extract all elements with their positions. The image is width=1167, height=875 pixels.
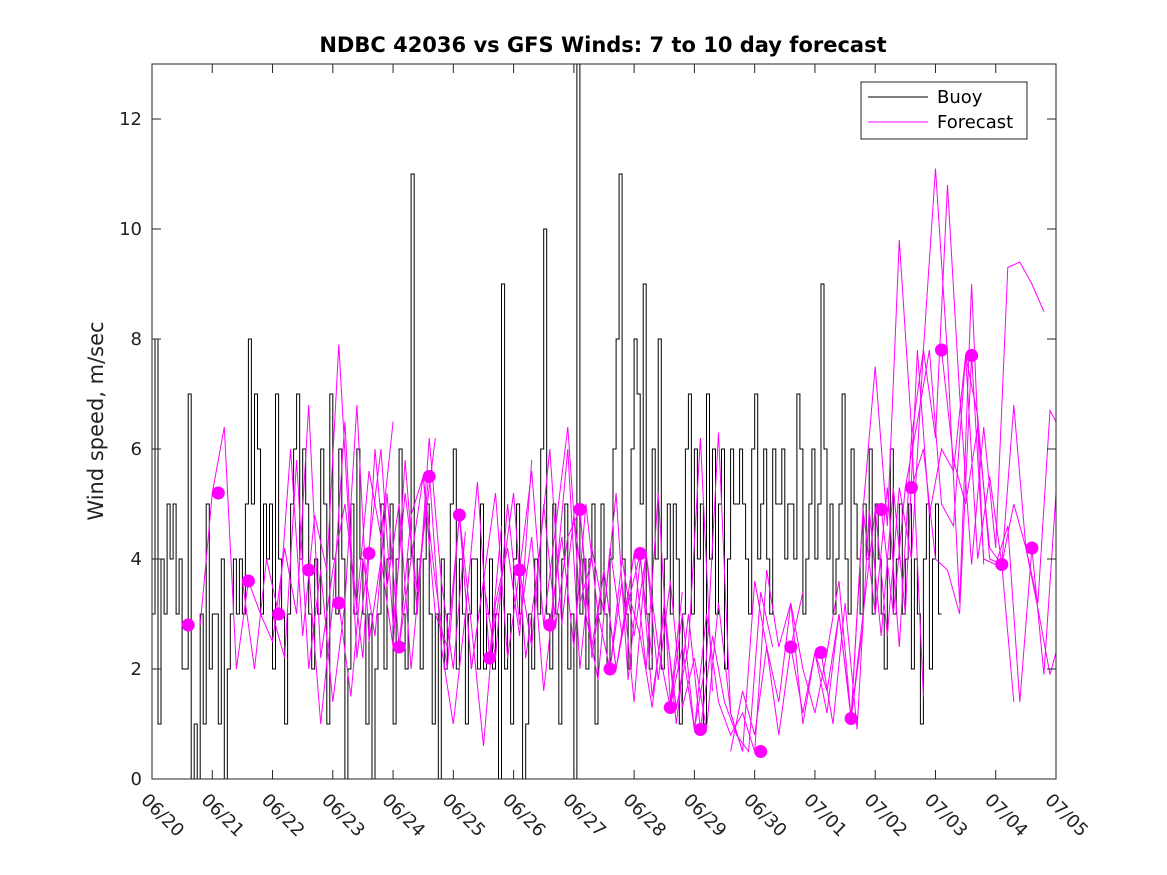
forecast-marker-10 — [452, 508, 466, 522]
x-tick-label-07-01: 07/01 — [799, 790, 851, 842]
x-tick-label-06-28: 06/28 — [619, 790, 671, 842]
forecast-marker-18 — [693, 723, 707, 736]
forecast-series-line-17 — [850, 184, 1045, 719]
x-tick-label-07-03: 07/03 — [920, 790, 972, 842]
forecast-series-line-19 — [910, 355, 1057, 703]
forecast-marker-8 — [392, 640, 406, 654]
y-tick-label-6: 6 — [131, 439, 142, 460]
forecast-marker-7 — [362, 547, 376, 560]
forecast-marker-17 — [663, 701, 677, 714]
forecast-marker-16 — [633, 547, 647, 560]
y-tick-label-4: 4 — [131, 549, 142, 570]
forecast-marker-21 — [814, 646, 828, 659]
forecast-marker-20 — [784, 640, 798, 654]
forecast-marker-11 — [483, 651, 496, 665]
forecast-marker-12 — [513, 563, 527, 577]
x-tick-label-06-20: 06/20 — [136, 790, 188, 842]
x-tick-label-07-02: 07/02 — [860, 790, 912, 842]
forecast-marker-19 — [754, 745, 768, 758]
forecast-marker-24 — [904, 481, 918, 494]
x-tick-label-06-27: 06/27 — [558, 790, 610, 842]
forecast-marker-23 — [874, 503, 888, 516]
forecast-series-line-16 — [820, 349, 1015, 730]
y-tick-label-8: 8 — [131, 329, 142, 350]
forecast-series-line-8 — [489, 448, 683, 703]
forecast-series-line-12 — [609, 432, 804, 752]
x-tick-label-06-25: 06/25 — [438, 790, 490, 842]
x-tick-label-07-04: 07/04 — [980, 790, 1032, 842]
forecast-marker-6 — [332, 596, 346, 610]
forecast-marker-14 — [573, 503, 587, 516]
plot-area-frame — [151, 63, 1057, 780]
y-tick-label-0: 0 — [131, 769, 142, 790]
forecast-series-line-13 — [669, 569, 864, 752]
forecast-marker-26 — [965, 349, 979, 362]
forecast-marker-22 — [844, 712, 858, 725]
x-tick-label-07-05: 07/05 — [1040, 790, 1092, 842]
forecast-marker-27 — [995, 558, 1009, 571]
x-tick-label-06-29: 06/29 — [679, 790, 731, 842]
forecast-series-line-11 — [579, 509, 774, 753]
forecast-marker-15 — [603, 662, 617, 676]
x-tick-label-06-22: 06/22 — [257, 790, 309, 842]
y-tick-label-12: 12 — [119, 109, 142, 130]
forecast-marker-28 — [1025, 541, 1039, 555]
forecast-series-line-1 — [199, 404, 394, 670]
forecast-marker-3 — [241, 574, 255, 588]
forecast-marker-25 — [935, 343, 948, 357]
legend: Buoy Forecast — [860, 81, 1028, 140]
x-tick-label-06-21: 06/21 — [197, 790, 249, 842]
x-tick-label-06-24: 06/24 — [378, 790, 430, 842]
forecast-marker-2 — [211, 486, 225, 500]
forecast-marker-5 — [302, 563, 316, 577]
forecast-marker-1 — [181, 618, 195, 632]
forecast-series-line-4 — [308, 421, 502, 725]
legend-box — [860, 81, 1028, 140]
forecast-series-line-14 — [730, 239, 924, 752]
forecast-series-line-18 — [880, 349, 1057, 615]
chart-title: NDBC 42036 vs GFS Winds: 7 to 10 day for… — [319, 33, 886, 57]
x-tick-label-06-23: 06/23 — [317, 790, 369, 842]
forecast-series-line-6 — [398, 426, 593, 670]
y-tick-label-10: 10 — [119, 219, 142, 240]
y-tick-label-2: 2 — [131, 659, 142, 680]
x-tick-label-06-30: 06/30 — [739, 790, 791, 842]
forecast-series-line-5 — [338, 459, 533, 747]
y-axis-label: Wind speed, m/sec — [84, 321, 108, 520]
buoy-series-line — [152, 63, 942, 780]
forecast-marker-13 — [543, 618, 557, 632]
forecast-series-line-2 — [241, 344, 436, 670]
forecast-marker-4 — [272, 607, 286, 621]
legend-buoy-label: Buoy — [937, 87, 983, 108]
series-layer — [152, 63, 1057, 780]
forecast-marker-9 — [422, 470, 436, 483]
forecast-series-line-3 — [272, 404, 466, 703]
legend-forecast-label: Forecast — [937, 112, 1013, 133]
x-tick-label-06-26: 06/26 — [498, 790, 550, 842]
